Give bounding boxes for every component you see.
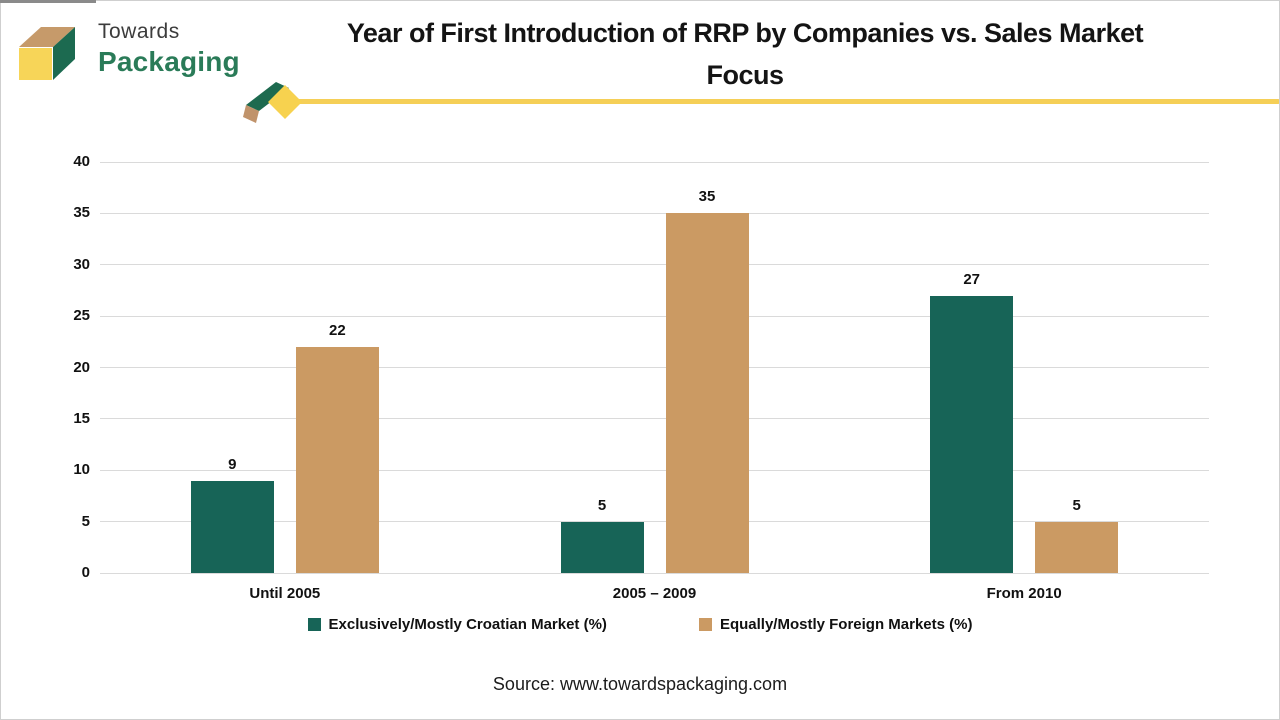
y-axis-tick-label: 35 bbox=[73, 204, 90, 222]
y-gridline bbox=[100, 418, 1209, 420]
logo-text-towards: Towards bbox=[98, 20, 180, 43]
towardspackaging-logo: Towards Packaging bbox=[14, 8, 264, 88]
y-axis-tick-label: 0 bbox=[81, 564, 90, 581]
legend-item: Exclusively/Mostly Croatian Market (%) bbox=[307, 616, 607, 633]
bar-series2 bbox=[1035, 521, 1119, 573]
y-gridline bbox=[100, 212, 1209, 214]
bar-value-label: 5 bbox=[597, 496, 607, 514]
x-axis-category-label: From 2010 bbox=[986, 585, 1062, 602]
bar-series2 bbox=[295, 346, 379, 573]
y-axis-tick-label: 15 bbox=[73, 409, 90, 427]
y-gridline bbox=[100, 469, 1209, 471]
y-axis-tick-label: 25 bbox=[73, 307, 90, 325]
legend-label: Equally/Mostly Foreign Markets (%) bbox=[719, 616, 973, 633]
bar-series1 bbox=[930, 295, 1014, 573]
chart-title: Year of First Introduction of RRP by Com… bbox=[250, 12, 1240, 96]
corner-mark bbox=[0, 0, 96, 3]
x-axis-category-label: Until 2005 bbox=[249, 585, 321, 602]
y-axis-tick-label: 10 bbox=[73, 461, 90, 479]
y-axis-tick-label: 40 bbox=[73, 153, 90, 170]
source-note: Source: www.towardspackaging.com bbox=[492, 674, 788, 694]
chart-title-line2: Focus bbox=[706, 60, 784, 90]
x-axis-category-label: 2005 – 2009 bbox=[612, 585, 697, 602]
y-axis-tick-label: 5 bbox=[81, 512, 90, 530]
diamond-decoration-icon bbox=[243, 82, 302, 123]
chart-legend: Exclusively/Mostly Croatian Market (%) Eq… bbox=[0, 616, 1280, 633]
title-underline bbox=[296, 99, 1280, 104]
y-gridline bbox=[100, 315, 1209, 317]
legend-label: Exclusively/Mostly Croatian Market (%) bbox=[328, 616, 607, 633]
bar-series1 bbox=[560, 521, 644, 573]
y-gridline bbox=[100, 367, 1209, 368]
bar-value-label: 22 bbox=[328, 321, 346, 339]
y-gridline bbox=[100, 521, 1209, 523]
bar-value-label: 35 bbox=[698, 188, 716, 206]
y-gridline bbox=[100, 572, 1209, 574]
logo-cube-icon bbox=[19, 27, 75, 80]
bar-value-label: 9 bbox=[228, 455, 237, 473]
y-axis-tick-label: 30 bbox=[73, 255, 90, 273]
bar-value-label: 27 bbox=[963, 270, 980, 288]
chart-title-line1: Year of First Introduction of RRP by Com… bbox=[346, 18, 1144, 48]
bar-value-label: 5 bbox=[1072, 496, 1081, 514]
legend-swatch bbox=[307, 618, 321, 631]
y-gridline bbox=[100, 161, 1209, 163]
legend-item: Equally/Mostly Foreign Markets (%) bbox=[698, 616, 973, 633]
legend-swatch bbox=[698, 618, 712, 631]
y-gridline bbox=[100, 264, 1209, 266]
logo-text-packaging: Packaging bbox=[98, 46, 240, 77]
y-axis-tick-label: 20 bbox=[73, 358, 90, 376]
bar-series2 bbox=[665, 213, 749, 573]
bar-series1 bbox=[190, 480, 274, 573]
